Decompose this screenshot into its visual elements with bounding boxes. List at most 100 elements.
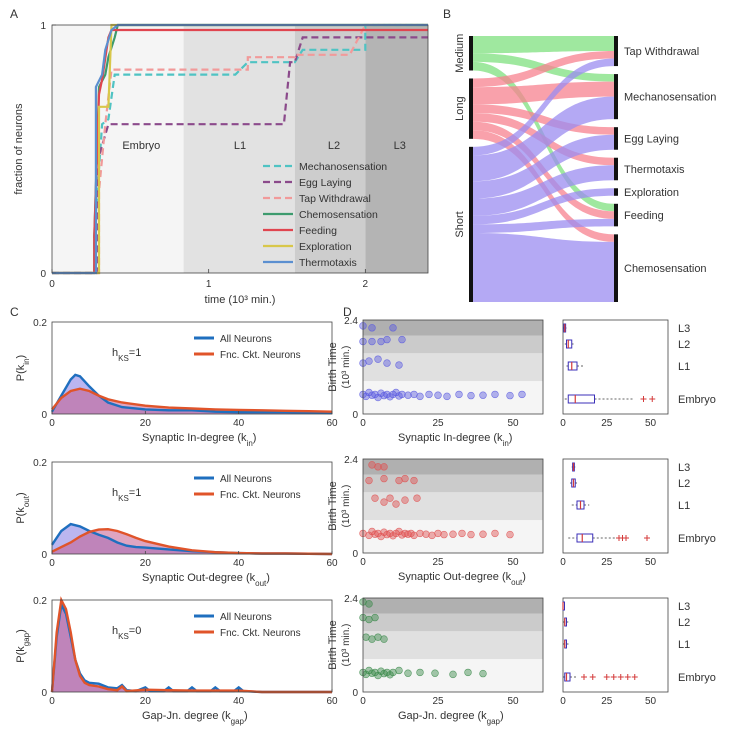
birth-point xyxy=(374,355,382,363)
birth-point xyxy=(368,324,376,332)
flow-short-to-tap-withdrawal xyxy=(473,58,614,156)
stage-label-l1: L1 xyxy=(234,140,246,152)
birth-point xyxy=(479,391,487,399)
stage-label-l3: L3 xyxy=(678,601,690,613)
panel-d-2: 0 25 50 0 2.4 Birth Time (10³ min.) Synaptic Ou… xyxy=(327,455,716,587)
node-label-thermotaxis: Thermotaxis xyxy=(624,164,685,176)
x-tick-label: 40 xyxy=(233,696,245,707)
box-embryo xyxy=(567,394,595,404)
flow-short-to-egg-laying xyxy=(473,134,614,199)
y-tick-label: 2.4 xyxy=(344,316,358,327)
x-tick-label: 0 xyxy=(360,557,366,568)
node-label-tap-withdrawal: Tap Withdrawal xyxy=(624,46,699,58)
stage-band xyxy=(363,320,543,336)
y-tick-label: 0 xyxy=(352,688,358,699)
birth-point xyxy=(401,529,409,538)
node-long xyxy=(469,78,473,139)
node-medium xyxy=(469,36,473,71)
x-tick-label: 0 xyxy=(360,696,366,707)
birth-point xyxy=(401,496,409,504)
birth-point xyxy=(365,666,373,675)
x-axis-label: Synaptic Out-degree (kout) xyxy=(142,572,270,588)
birth-point xyxy=(449,670,457,679)
boxplot-frame xyxy=(562,458,669,554)
stage-band xyxy=(363,613,543,632)
stage-band xyxy=(363,353,543,382)
x-tick-label: 25 xyxy=(432,557,444,568)
stage-label-embryo: Embryo xyxy=(678,394,716,406)
outlier-marker xyxy=(649,396,656,402)
area-fnc-ckt-neurons xyxy=(52,600,332,692)
y-tick-label: 0 xyxy=(41,550,47,561)
panel-c-3: 0 20 40 60 0 0.2 Gap-Jn. degree (kgap) P(kgap) h… xyxy=(15,596,338,726)
birth-point xyxy=(365,357,373,365)
boxplot-x-tick-label: 50 xyxy=(645,418,657,429)
birth-point xyxy=(386,494,394,502)
birth-point xyxy=(368,461,376,469)
axes-frame xyxy=(362,597,544,693)
legend-label: Mechanosensation xyxy=(299,161,387,173)
birth-point xyxy=(518,390,526,399)
stage-label-l3: L3 xyxy=(394,140,406,152)
y-tick-label: 0 xyxy=(41,688,47,699)
panel-letter-d: D xyxy=(343,305,352,319)
birth-point xyxy=(464,668,472,677)
birth-point xyxy=(479,669,487,678)
birth-point xyxy=(380,635,388,643)
birth-point xyxy=(365,531,373,540)
birth-point xyxy=(368,635,376,643)
node-label-exploration: Exploration xyxy=(624,187,679,199)
birth-point xyxy=(404,391,412,399)
x-tick-label: 25 xyxy=(432,418,444,429)
birth-point xyxy=(371,494,379,502)
outlier-marker xyxy=(623,535,629,541)
birth-point xyxy=(401,474,409,483)
stage-band xyxy=(363,631,543,660)
node-label-medium: Medium xyxy=(454,34,466,73)
legend-label-fnc: Fnc. Ckt. Neurons xyxy=(220,350,301,361)
birth-point xyxy=(365,615,373,624)
panel-d-3: 0 25 50 0 2.4 Birth Time (10³ min.) Gap-Jn. deg… xyxy=(327,594,716,726)
y-axis-label: Birth Time xyxy=(327,481,339,531)
y-axis-label: P(kin) xyxy=(15,355,31,381)
birth-point xyxy=(380,474,388,483)
y-axis-label: P(kgap) xyxy=(15,629,31,663)
x-axis-label: Synaptic In-degree (kin) xyxy=(398,432,512,448)
stage-band xyxy=(363,474,543,493)
birth-point xyxy=(458,529,466,538)
outlier-marker xyxy=(581,674,587,680)
legend-label-all: All Neurons xyxy=(220,612,272,623)
box-l2 xyxy=(566,339,573,349)
panel-d-1: 0 25 50 0 2.4 Birth Time (10³ min.) Synaptic In… xyxy=(327,316,716,448)
birth-point xyxy=(410,390,418,399)
birth-point xyxy=(395,361,403,369)
x-tick-label: 25 xyxy=(432,696,444,707)
flow-medium-to-tap-withdrawal xyxy=(473,36,614,54)
stage-band xyxy=(363,335,543,354)
legend-label-all: All Neurons xyxy=(220,474,272,485)
legend-label-fnc: Fnc. Ckt. Neurons xyxy=(220,490,301,501)
y-tick-label: 0.2 xyxy=(33,596,47,607)
area-all-neurons xyxy=(52,604,332,692)
legend-label: Exploration xyxy=(299,241,352,253)
x-tick-label: 0 xyxy=(49,558,55,569)
node-label-mechanosensation: Mechanosensation xyxy=(624,92,716,104)
y-tick-label: 0 xyxy=(352,410,358,421)
y-tick-label: 0.2 xyxy=(33,458,47,469)
birth-point xyxy=(374,633,382,641)
birth-point xyxy=(398,335,406,344)
x-tick-label: 0 xyxy=(49,418,55,429)
x-axis-label: Gap-Jn. degree (kgap) xyxy=(398,710,504,726)
stage-label-l3: L3 xyxy=(678,323,690,335)
y-axis-label: fraction of neurons xyxy=(13,103,25,195)
y-tick-label: 1 xyxy=(40,21,46,32)
node-label-long: Long xyxy=(454,96,466,120)
birth-point xyxy=(455,390,463,399)
stage-label-embryo: Embryo xyxy=(122,140,160,152)
birth-point xyxy=(395,666,403,675)
boxplot-x-tick-label: 50 xyxy=(645,696,657,707)
x-tick-label: 50 xyxy=(507,696,519,707)
birth-point xyxy=(416,529,424,538)
birth-point xyxy=(374,393,382,402)
